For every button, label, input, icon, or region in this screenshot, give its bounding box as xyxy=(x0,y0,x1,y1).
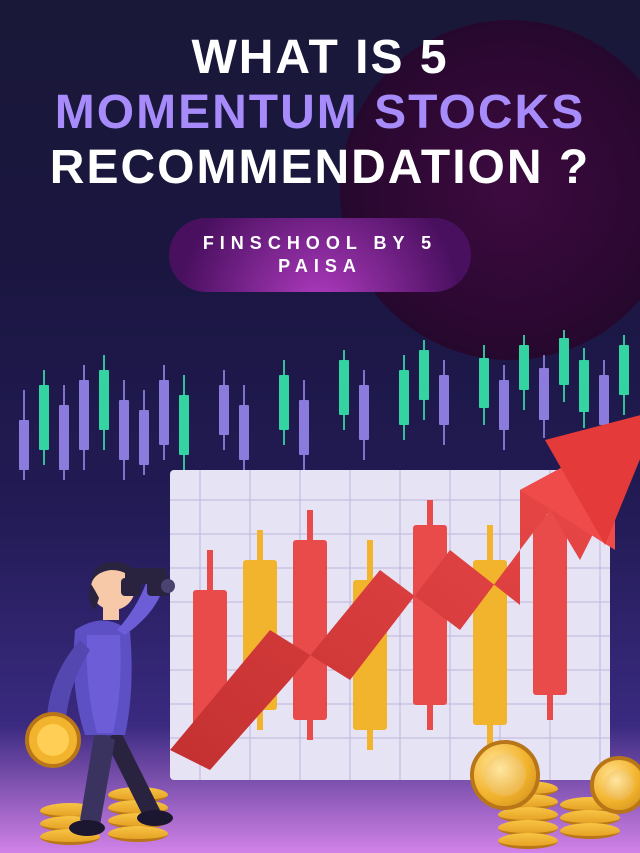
title-line-2: MOMENTUM STOCKS xyxy=(0,85,640,140)
title-line-1: WHAT IS 5 xyxy=(0,30,640,85)
trend-arrow-icon xyxy=(150,370,640,790)
pill-line-2: PAISA xyxy=(278,256,362,276)
subtitle-pill: FINSCHOOL BY 5 PAISA xyxy=(169,218,471,293)
analyst-person-icon xyxy=(25,540,195,840)
title-line-3: RECOMMENDATION ? xyxy=(0,140,640,195)
pill-line-1: FINSCHOOL BY 5 xyxy=(203,233,437,253)
big-coin-icon-2 xyxy=(590,756,640,814)
title-block: WHAT IS 5 MOMENTUM STOCKS RECOMMENDATION… xyxy=(0,0,640,292)
big-coin-icon xyxy=(470,740,540,810)
